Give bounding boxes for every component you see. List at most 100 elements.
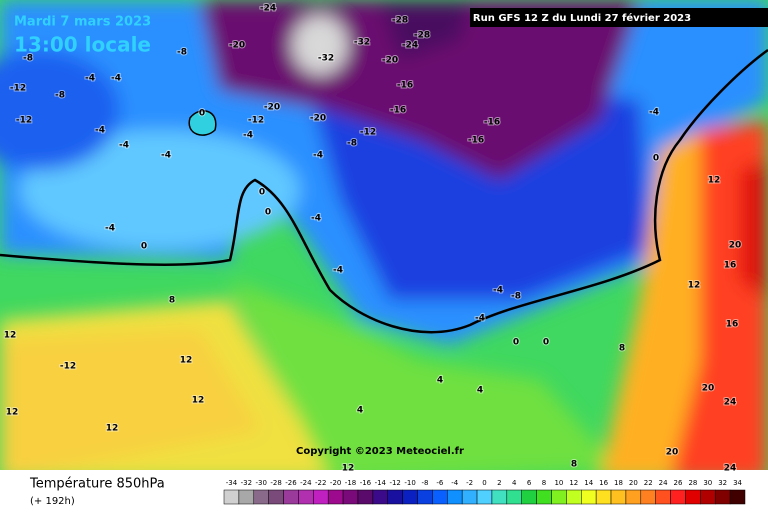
contour-label: -12	[248, 116, 264, 126]
contour-label: 0	[199, 109, 205, 119]
contour-label: -8	[23, 54, 33, 64]
scale-swatch	[313, 489, 329, 505]
contour-label: 20	[729, 241, 742, 251]
scale-swatch	[581, 489, 597, 505]
contour-label: -20	[229, 41, 245, 51]
scale-label: -18	[345, 479, 356, 487]
scale-label: 0	[482, 479, 486, 487]
contour-label: 24	[724, 398, 737, 408]
contour-label: -4	[493, 286, 503, 296]
contour-label: 0	[543, 338, 549, 348]
scale-label: -32	[241, 479, 252, 487]
scale-swatch	[685, 489, 701, 505]
scale-swatch	[476, 489, 493, 505]
contour-label: -4	[161, 151, 171, 161]
scale-label: -26	[285, 479, 297, 487]
run-info: Run GFS 12 Z du Lundi 27 février 2023	[473, 12, 691, 24]
scale-label: 30	[703, 479, 712, 487]
contour-label: 0	[513, 338, 519, 348]
scale-swatch	[506, 489, 522, 505]
scale-swatch	[447, 489, 463, 505]
scale-label: 24	[659, 479, 668, 487]
scale-swatch	[700, 489, 716, 505]
scale-label: 10	[554, 479, 563, 487]
scale-swatch	[670, 489, 686, 505]
variable-name: Température 850hPa	[29, 477, 165, 492]
scale-label: -12	[389, 479, 400, 487]
contour-label: 12	[180, 356, 193, 366]
scale-label: 28	[688, 479, 697, 487]
contour-label: 20	[702, 384, 715, 394]
scale-label: -24	[300, 479, 312, 487]
scale-swatch	[714, 489, 731, 505]
contour-label: 8	[169, 296, 175, 306]
scale-swatch	[566, 489, 582, 505]
contour-label: -16	[397, 81, 413, 91]
contour-label: 12	[6, 408, 19, 418]
contour-label: -4	[119, 141, 129, 151]
scale-label: 2	[497, 479, 501, 487]
contour-label: 12	[192, 396, 205, 406]
scale-label: 4	[512, 479, 517, 487]
scale-label: -20	[330, 479, 341, 487]
scale-label: 6	[527, 479, 532, 487]
scale-swatch	[417, 489, 433, 505]
contour-label: -32	[354, 38, 370, 48]
contour-label: -24	[402, 41, 418, 51]
temperature-field	[0, 0, 768, 470]
contour-label: 12	[106, 424, 119, 434]
scale-swatch	[491, 489, 508, 505]
contour-label: -20	[382, 56, 398, 66]
contour-label: -12	[60, 362, 76, 372]
scale-label: 32	[718, 479, 727, 487]
contour-label: -4	[333, 266, 343, 276]
contour-label: -4	[111, 74, 121, 84]
contour-label: -4	[313, 151, 323, 161]
scale-label: -14	[375, 479, 387, 487]
contour-label: -20	[310, 114, 326, 124]
scale-label: 20	[629, 479, 638, 487]
contour-label: 8	[619, 344, 625, 354]
scale-swatch	[551, 489, 567, 505]
contour-label: 0	[265, 208, 271, 218]
scale-swatch	[640, 489, 656, 505]
scale-label: -10	[404, 479, 415, 487]
scale-label: -16	[360, 479, 372, 487]
scale-label: 16	[599, 479, 608, 487]
contour-label: 0	[653, 154, 659, 164]
contour-label: -4	[649, 108, 659, 118]
map-date: Mardi 7 mars 2023	[14, 15, 151, 30]
scale-label: -6	[436, 479, 444, 487]
contour-label: 0	[141, 242, 147, 252]
scale-label: 14	[584, 479, 593, 487]
scale-swatch	[357, 489, 374, 505]
scale-swatch	[729, 489, 746, 505]
scale-label: 22	[644, 479, 653, 487]
contour-label: -4	[311, 214, 321, 224]
scale-swatch	[283, 489, 299, 505]
contour-label: 4	[477, 386, 483, 396]
contour-label: -8	[55, 91, 65, 101]
contour-label: -28	[392, 16, 408, 26]
scale-label: 26	[674, 479, 683, 487]
contour-label: -4	[85, 74, 95, 84]
scale-swatch	[402, 489, 418, 505]
scale-label: 18	[614, 479, 623, 487]
contour-label: -32	[318, 54, 334, 64]
contour-label: -16	[468, 136, 484, 146]
contour-label: -16	[484, 118, 500, 128]
scale-swatch	[536, 489, 552, 505]
contour-label: 8	[571, 460, 577, 470]
contour-label: -12	[10, 84, 26, 94]
contour-label: 0	[259, 188, 265, 198]
scale-swatch	[342, 489, 359, 505]
scale-label: 8	[542, 479, 546, 487]
contour-label: -4	[105, 224, 115, 234]
scale-swatch	[223, 489, 240, 505]
contour-label: -16	[390, 106, 406, 116]
scale-swatch	[432, 489, 448, 505]
scale-swatch	[387, 489, 403, 505]
contour-label: -4	[95, 126, 105, 136]
scale-swatch	[610, 489, 627, 505]
scale-swatch	[625, 489, 642, 505]
